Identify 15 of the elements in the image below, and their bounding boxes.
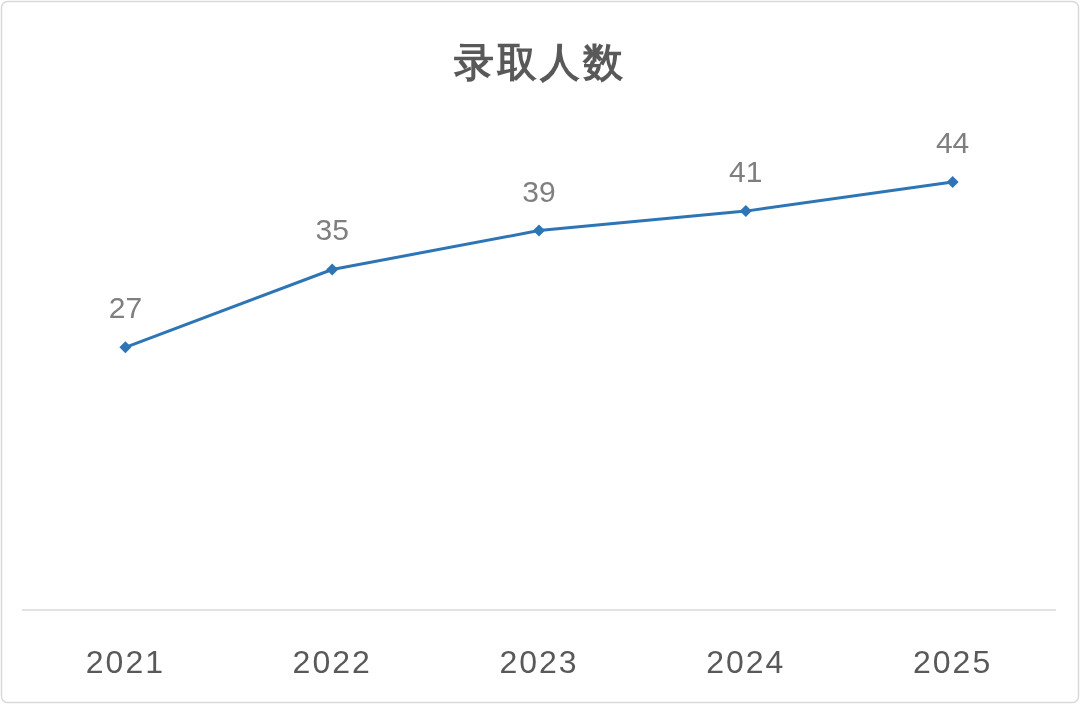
data-label: 27 <box>108 291 143 325</box>
x-tick-label: 2024 <box>706 644 786 680</box>
x-tick-label: 2023 <box>499 644 579 680</box>
point <box>946 175 959 188</box>
point <box>119 341 132 354</box>
chart-title: 录取人数 <box>453 40 626 84</box>
x-tick-label: 2021 <box>85 644 165 680</box>
point <box>533 224 545 237</box>
data-label: 35 <box>315 213 349 247</box>
data-label: 39 <box>522 174 556 208</box>
data-label: 44 <box>935 125 970 159</box>
x-tick-label: 2025 <box>913 644 993 680</box>
data-label: 41 <box>729 155 763 189</box>
x-tick-label: 2022 <box>292 644 372 680</box>
point <box>326 263 339 276</box>
